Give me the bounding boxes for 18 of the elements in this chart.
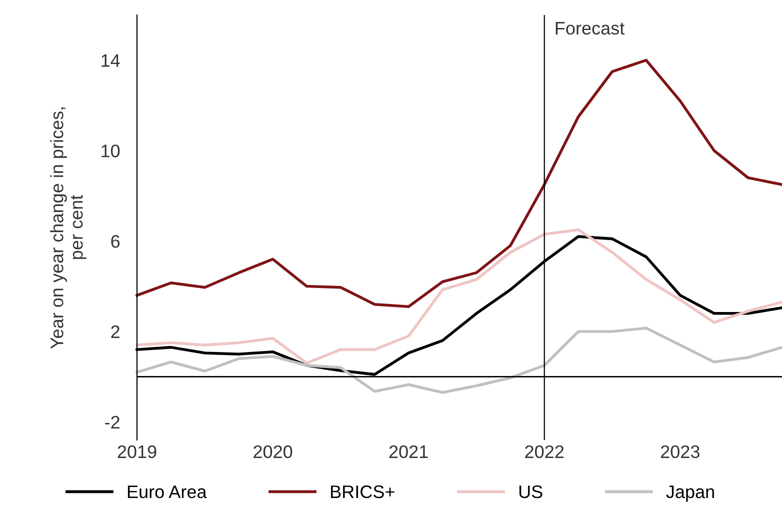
y-tick-label: 10 <box>102 144 120 158</box>
legend-label: BRICS+ <box>331 485 394 498</box>
x-tick-label: 2022 <box>525 445 564 458</box>
y-tick-label: 6 <box>111 235 120 248</box>
y-tick-label: -2 <box>105 416 120 428</box>
y-tick-label: 2 <box>111 325 120 338</box>
x-tick-label: 2023 <box>660 445 700 458</box>
ref-line-label: Forecast <box>556 22 625 35</box>
legend-label: Japan <box>666 486 714 502</box>
legend-label: US <box>519 485 542 498</box>
x-tick-label: 2021 <box>389 445 428 458</box>
x-tick-label: 2020 <box>254 445 292 458</box>
x-tick-label: 2019 <box>118 445 156 458</box>
line-series <box>136 58 782 308</box>
line-series <box>136 326 782 394</box>
legend-label: Euro Area <box>128 486 207 498</box>
y-tick-label: 14 <box>102 54 120 67</box>
y-axis-title: Year on year change in prices, per cent <box>50 107 86 349</box>
